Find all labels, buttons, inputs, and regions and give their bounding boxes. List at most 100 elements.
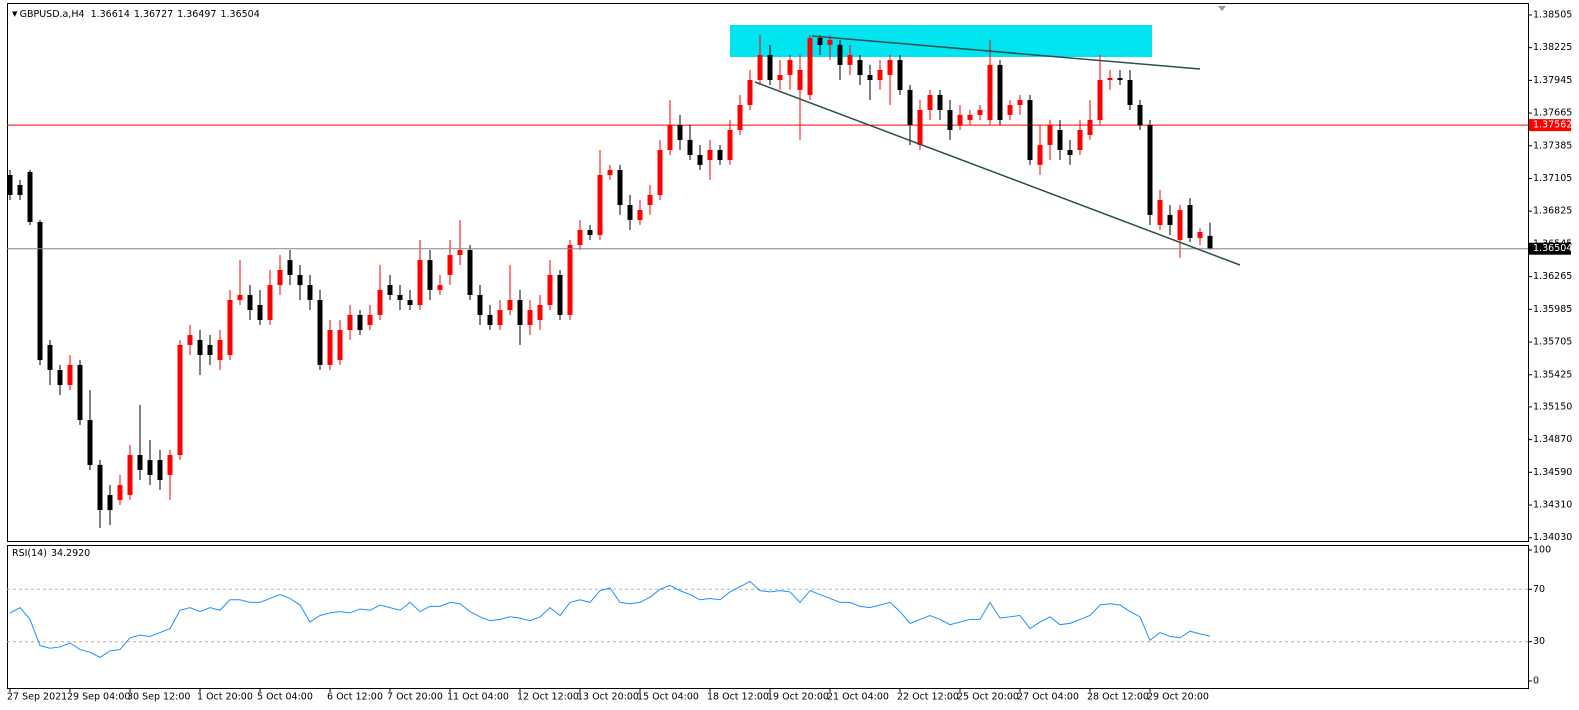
symbol: GBPUSD.a,H4: [20, 9, 85, 20]
candle-body: [797, 69, 803, 90]
candle-body: [557, 274, 563, 315]
candle-body: [1197, 231, 1203, 238]
candle-body: [1007, 105, 1013, 115]
upper-trendline: [811, 35, 1201, 70]
candle-body: [337, 330, 343, 361]
y-tick-label: 1.38225: [1533, 42, 1572, 53]
x-tick-label: 19 Oct 20:00: [767, 692, 829, 703]
candle-body: [447, 255, 453, 275]
y-tick-label: 1.36265: [1533, 271, 1572, 282]
y-tick-label: 1.35150: [1533, 401, 1572, 412]
shift-marker: [1218, 6, 1226, 11]
candle-body: [397, 294, 403, 300]
candle-body: [847, 55, 853, 65]
rsi-tick-label: 0: [1533, 676, 1539, 687]
candle-body: [767, 55, 773, 81]
candle-body: [207, 344, 213, 356]
x-tick-label: 5 Oct 04:00: [257, 692, 313, 703]
lower-trendline: [754, 81, 1241, 266]
candle-body: [297, 274, 303, 286]
candle-body: [967, 114, 973, 120]
candle-body: [567, 244, 573, 315]
candle-body: [587, 230, 593, 236]
candle-body: [677, 124, 683, 140]
candle-body: [87, 419, 93, 465]
candle-body: [817, 37, 823, 45]
candle-body: [67, 364, 73, 386]
candle-body: [437, 285, 443, 290]
candle-body: [197, 339, 203, 356]
candle-body: [1067, 149, 1073, 156]
candle-body: [237, 294, 243, 300]
candle-body: [687, 139, 693, 156]
y-tick-label: 1.34310: [1533, 500, 1572, 511]
price-level-label: 1.37562: [1533, 120, 1572, 131]
candle-body: [1127, 80, 1133, 106]
header-high: 1.36727: [134, 9, 173, 20]
candle-body: [277, 269, 283, 286]
candle-body: [487, 314, 493, 325]
candle-body: [957, 114, 963, 125]
x-tick-label: 12 Oct 12:00: [517, 692, 579, 703]
y-tick-label: 1.36825: [1533, 206, 1572, 217]
candle-body: [357, 314, 363, 331]
candle-body: [837, 44, 843, 65]
y-tick-label: 1.37385: [1533, 140, 1572, 151]
candle-body: [1207, 235, 1213, 249]
x-tick-label: 25 Oct 20:00: [957, 692, 1019, 703]
candle-body: [947, 110, 953, 131]
candle-body: [777, 74, 783, 81]
chart-header: ▼ GBPUSD.a,H4 1.36614 1.36727 1.36497 1.3650…: [12, 9, 260, 20]
candle-body: [727, 130, 733, 161]
candle-body: [1107, 78, 1113, 81]
candle-body: [107, 494, 113, 511]
x-tick-label: 1 Oct 20:00: [197, 692, 253, 703]
candle-body: [187, 335, 193, 345]
candle-body: [1147, 124, 1153, 215]
y-tick-label: 1.34870: [1533, 434, 1572, 445]
x-tick-label: 6 Oct 12:00: [327, 692, 383, 703]
x-tick-label: 7 Oct 20:00: [387, 692, 443, 703]
candle-body: [707, 149, 713, 161]
candle-body: [177, 344, 183, 456]
candle-body: [977, 110, 983, 115]
x-tick-label: 29 Oct 20:00: [1147, 692, 1209, 703]
candle-body: [997, 64, 1003, 120]
rsi-name: RSI(14): [12, 548, 47, 559]
x-tick-label: 22 Oct 12:00: [897, 692, 959, 703]
candle-body: [507, 299, 513, 311]
candle-body: [657, 149, 663, 195]
candle-body: [7, 174, 13, 195]
candle-body: [717, 149, 723, 161]
x-tick-label: 21 Oct 04:00: [827, 692, 889, 703]
candle-body: [1157, 199, 1163, 225]
main-panel: [7, 3, 1529, 542]
x-tick-label: 30 Sep 12:00: [127, 692, 190, 703]
candle-body: [327, 330, 333, 365]
candle-body: [137, 455, 143, 470]
candle-body: [387, 285, 393, 295]
candle-body: [827, 39, 833, 45]
candle-body: [267, 285, 273, 320]
bid-label: 1.36504: [1533, 243, 1572, 254]
price-level-tag: [1529, 119, 1571, 132]
candle-body: [697, 155, 703, 165]
candle-body: [127, 455, 133, 495]
candle-body: [477, 294, 483, 315]
candle-body: [1177, 210, 1183, 240]
bid-tag: [1529, 242, 1571, 255]
candle-body: [537, 305, 543, 320]
candle-body: [1087, 119, 1093, 136]
header-open: 1.36614: [91, 9, 130, 20]
candle-body: [857, 60, 863, 75]
candle-body: [1167, 214, 1173, 225]
candle-body: [987, 64, 993, 120]
candle-body: [17, 185, 23, 195]
candle-body: [1117, 78, 1123, 81]
candle-body: [1017, 99, 1023, 106]
candle-body: [167, 455, 173, 475]
supply-zone: [730, 25, 1152, 57]
x-tick-label: 27 Oct 04:00: [1017, 692, 1079, 703]
candle-body: [247, 294, 253, 311]
